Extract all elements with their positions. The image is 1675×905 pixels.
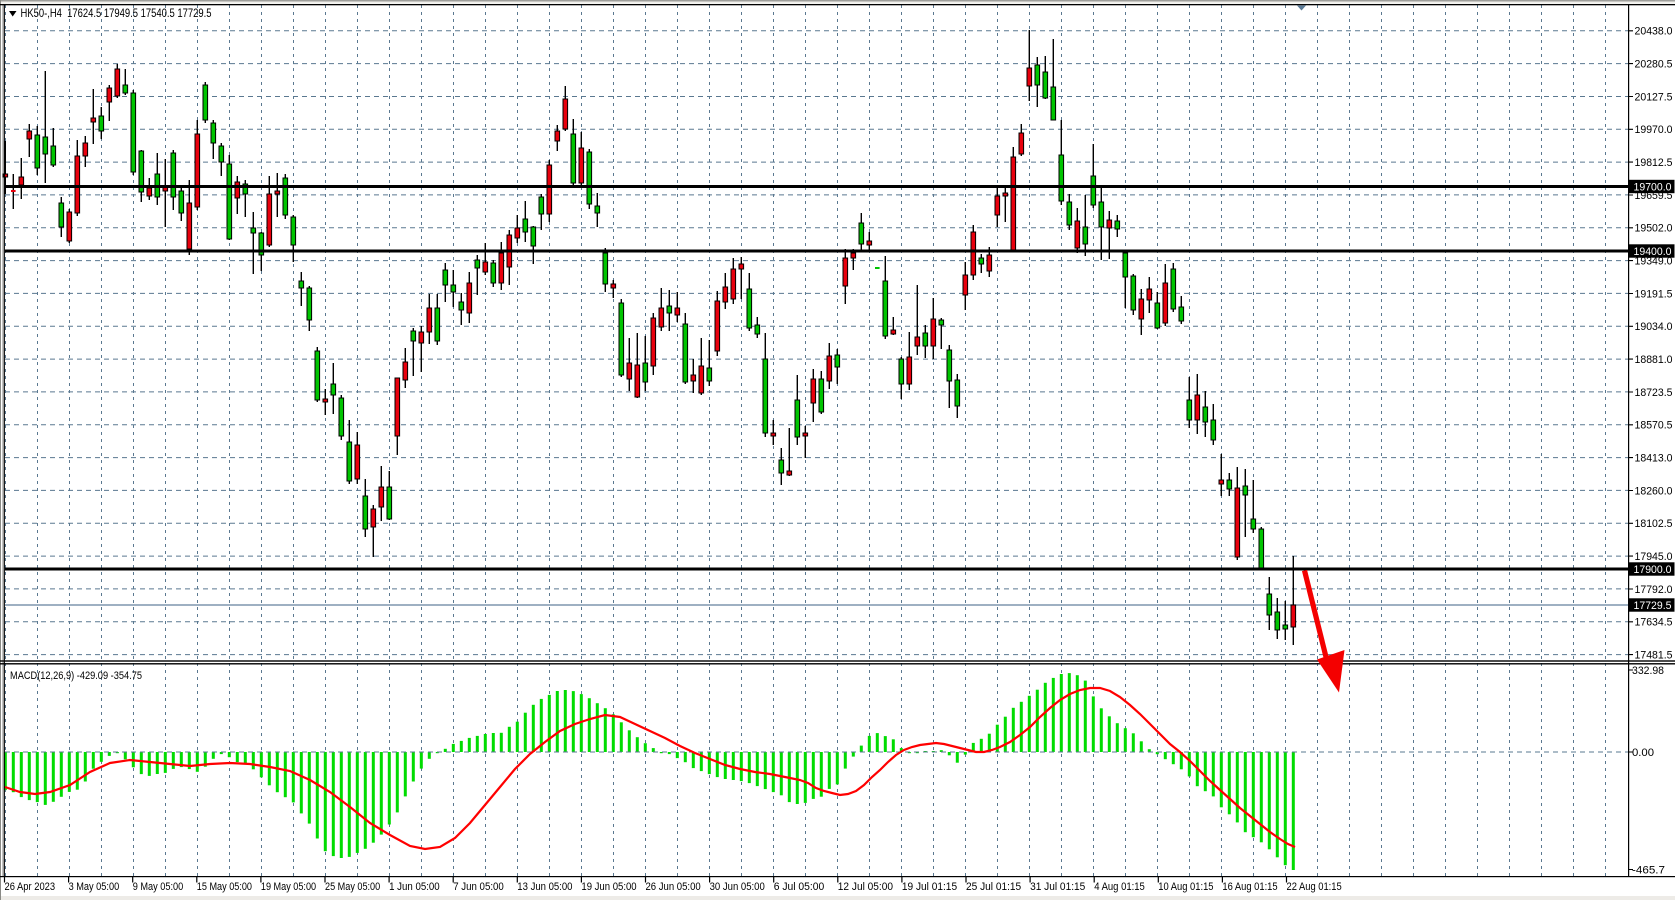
svg-text:19400.0: 19400.0 [1634, 246, 1672, 258]
svg-text:13 Jun 05:00: 13 Jun 05:00 [517, 881, 572, 893]
svg-text:17729.5: 17729.5 [1634, 600, 1672, 612]
svg-text:20127.5: 20127.5 [1635, 91, 1673, 103]
svg-text:19349.0: 19349.0 [1635, 256, 1673, 268]
svg-text:6 Jul 05:00: 6 Jul 05:00 [774, 881, 825, 893]
svg-text:17481.5: 17481.5 [1635, 650, 1673, 662]
svg-text:0.00: 0.00 [1632, 747, 1654, 759]
svg-text:332.98: 332.98 [1632, 665, 1664, 677]
svg-text:31 Jul 01:15: 31 Jul 01:15 [1030, 881, 1085, 893]
svg-text:18570.5: 18570.5 [1635, 420, 1673, 432]
svg-text:MACD(12,26,9) -429.09 -354.75: MACD(12,26,9) -429.09 -354.75 [10, 670, 142, 682]
svg-text:19 Jun 05:00: 19 Jun 05:00 [581, 881, 636, 893]
svg-text:7 Jun 05:00: 7 Jun 05:00 [453, 881, 504, 893]
svg-text:17900.0: 17900.0 [1634, 564, 1672, 576]
svg-text:12 Jul 05:00: 12 Jul 05:00 [838, 881, 893, 893]
svg-text:18881.0: 18881.0 [1635, 354, 1673, 366]
svg-text:19700.0: 19700.0 [1634, 182, 1672, 194]
svg-text:18102.5: 18102.5 [1635, 518, 1673, 530]
svg-text:25 May 05:00: 25 May 05:00 [325, 881, 380, 893]
svg-text:18723.5: 18723.5 [1635, 387, 1673, 399]
svg-text:19191.5: 19191.5 [1635, 288, 1673, 300]
svg-text:20280.5: 20280.5 [1635, 59, 1673, 71]
svg-text:26 Jun 05:00: 26 Jun 05:00 [646, 881, 701, 893]
svg-text:25 Jul 01:15: 25 Jul 01:15 [966, 881, 1021, 893]
svg-text:19970.0: 19970.0 [1635, 124, 1673, 136]
svg-text:10 Aug 01:15: 10 Aug 01:15 [1158, 881, 1213, 893]
svg-text:19034.0: 19034.0 [1635, 321, 1673, 333]
svg-text:26 Apr 2023: 26 Apr 2023 [5, 881, 56, 893]
svg-text:16 Aug 01:15: 16 Aug 01:15 [1222, 881, 1277, 893]
svg-text:-465.7: -465.7 [1632, 864, 1665, 876]
svg-text:20438.0: 20438.0 [1635, 26, 1673, 38]
svg-text:3 May 05:00: 3 May 05:00 [69, 881, 120, 893]
svg-text:19812.5: 19812.5 [1635, 157, 1673, 169]
svg-text:19 Jul 01:15: 19 Jul 01:15 [902, 881, 957, 893]
svg-text:HK50-,H4 17624.5 17949.5 1754: HK50-,H4 17624.5 17949.5 17540.5 17729.5 [21, 6, 212, 20]
svg-text:18260.0: 18260.0 [1635, 485, 1673, 497]
svg-text:17792.0: 17792.0 [1635, 584, 1673, 596]
svg-text:22 Aug 01:15: 22 Aug 01:15 [1287, 881, 1342, 893]
svg-text:17945.0: 17945.0 [1635, 551, 1673, 563]
svg-text:18413.0: 18413.0 [1635, 453, 1673, 465]
svg-text:19502.0: 19502.0 [1635, 223, 1673, 235]
svg-text:30 Jun 05:00: 30 Jun 05:00 [710, 881, 765, 893]
svg-text:17634.5: 17634.5 [1635, 617, 1673, 629]
svg-text:4 Aug 01:15: 4 Aug 01:15 [1094, 881, 1145, 893]
svg-text:1 Jun 05:00: 1 Jun 05:00 [389, 881, 440, 893]
svg-text:19 May 05:00: 19 May 05:00 [261, 881, 316, 893]
svg-text:15 May 05:00: 15 May 05:00 [197, 881, 252, 893]
svg-text:9 May 05:00: 9 May 05:00 [133, 881, 184, 893]
